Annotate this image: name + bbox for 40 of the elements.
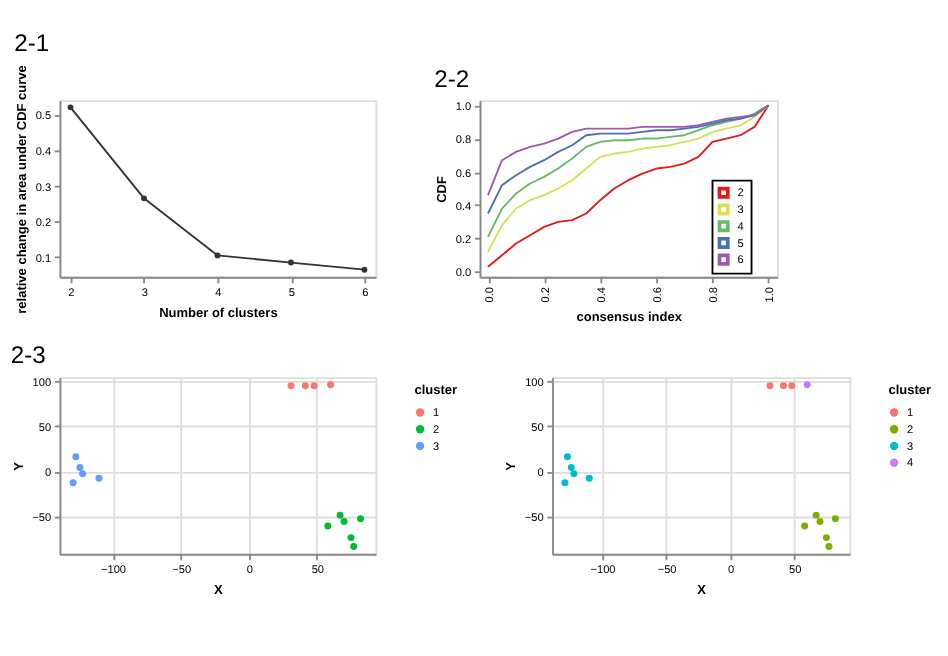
point bbox=[816, 517, 824, 525]
point bbox=[288, 259, 294, 266]
point bbox=[831, 515, 839, 523]
point bbox=[357, 515, 364, 523]
point bbox=[301, 382, 309, 390]
point bbox=[340, 517, 348, 525]
point bbox=[67, 104, 74, 111]
point bbox=[822, 534, 830, 542]
point bbox=[76, 464, 84, 471]
point bbox=[95, 474, 103, 482]
point bbox=[324, 522, 332, 530]
point bbox=[72, 453, 80, 461]
point bbox=[766, 382, 774, 390]
point bbox=[803, 381, 811, 389]
point bbox=[214, 252, 221, 259]
line-series bbox=[67, 104, 368, 273]
point bbox=[585, 474, 593, 482]
point bbox=[825, 543, 833, 551]
point bbox=[779, 382, 787, 390]
chart-title: 2-1 bbox=[14, 29, 50, 58]
point bbox=[350, 543, 358, 551]
point bbox=[310, 382, 318, 390]
point bbox=[141, 195, 147, 202]
point bbox=[801, 522, 809, 530]
point bbox=[347, 534, 355, 542]
point bbox=[567, 464, 575, 471]
point bbox=[79, 470, 87, 478]
point bbox=[336, 511, 344, 519]
chart-title: 2-2 bbox=[434, 64, 470, 93]
point bbox=[788, 382, 796, 390]
point bbox=[812, 511, 820, 519]
point bbox=[561, 479, 569, 487]
point bbox=[287, 382, 295, 390]
point bbox=[327, 381, 335, 389]
chart-title: 2-3 bbox=[10, 340, 47, 369]
point bbox=[570, 470, 578, 478]
point bbox=[563, 453, 571, 461]
line-series bbox=[487, 104, 770, 197]
point bbox=[69, 479, 77, 487]
point bbox=[361, 266, 368, 273]
